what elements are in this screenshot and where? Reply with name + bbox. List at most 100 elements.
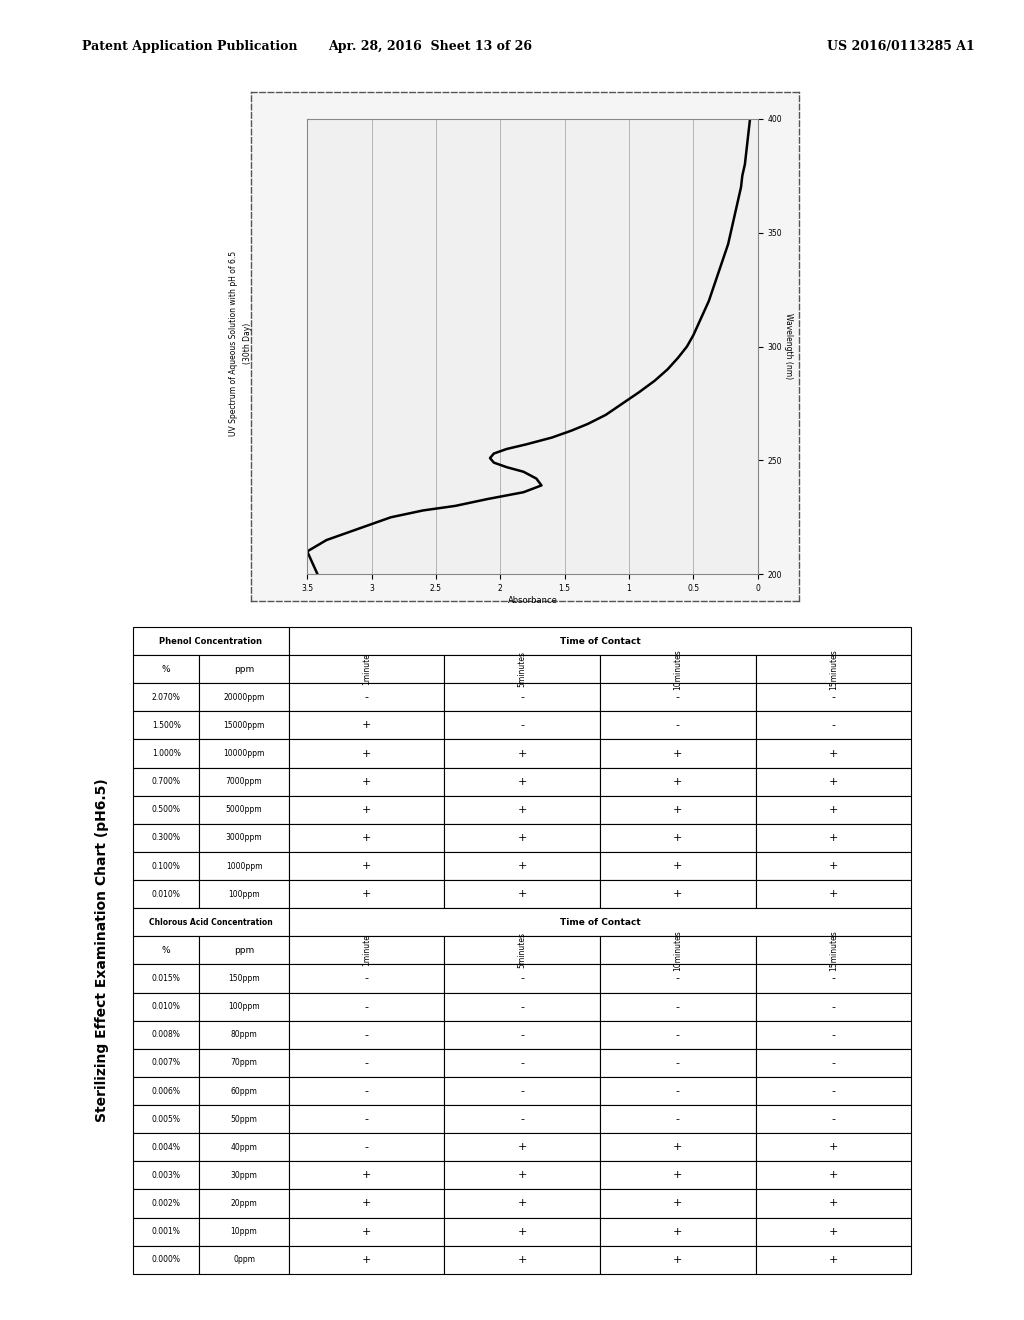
- Text: +: +: [828, 861, 839, 871]
- Text: +: +: [517, 748, 527, 759]
- Text: Chlorous Acid Concentration: Chlorous Acid Concentration: [150, 917, 272, 927]
- Bar: [133, 655, 200, 684]
- Bar: [756, 1020, 911, 1049]
- Text: +: +: [517, 805, 527, 814]
- Text: +: +: [361, 1226, 372, 1237]
- Text: -: -: [365, 692, 369, 702]
- Text: %: %: [162, 946, 171, 954]
- Bar: [600, 1189, 756, 1217]
- Bar: [444, 1189, 600, 1217]
- Bar: [289, 936, 444, 965]
- Bar: [756, 1189, 911, 1217]
- Bar: [200, 1246, 289, 1274]
- Text: 5minutes: 5minutes: [518, 932, 526, 969]
- Bar: [133, 993, 200, 1020]
- Text: +: +: [673, 776, 683, 787]
- Bar: [200, 993, 289, 1020]
- Text: 10minutes: 10minutes: [674, 649, 682, 689]
- Text: +: +: [828, 748, 839, 759]
- Bar: [444, 1217, 600, 1246]
- Bar: [133, 851, 200, 880]
- Bar: [289, 684, 444, 711]
- Text: +: +: [828, 1199, 839, 1209]
- Text: +: +: [361, 861, 372, 871]
- Text: -: -: [520, 721, 524, 730]
- Text: 60ppm: 60ppm: [230, 1086, 257, 1096]
- Text: 1000ppm: 1000ppm: [225, 862, 262, 870]
- Bar: [200, 1217, 289, 1246]
- Text: +: +: [673, 748, 683, 759]
- Bar: [600, 1246, 756, 1274]
- Bar: [289, 1189, 444, 1217]
- Bar: [756, 768, 911, 796]
- Text: +: +: [517, 1171, 527, 1180]
- Bar: [289, 1246, 444, 1274]
- Bar: [133, 796, 200, 824]
- Bar: [600, 880, 756, 908]
- Bar: [444, 1105, 600, 1133]
- Bar: [600, 993, 756, 1020]
- Text: 7000ppm: 7000ppm: [225, 777, 262, 787]
- Bar: [133, 1162, 200, 1189]
- Text: +: +: [361, 805, 372, 814]
- Bar: [756, 796, 911, 824]
- Text: +: +: [361, 776, 372, 787]
- Text: 15000ppm: 15000ppm: [223, 721, 265, 730]
- Text: +: +: [673, 1199, 683, 1209]
- Bar: [133, 684, 200, 711]
- Bar: [200, 739, 289, 768]
- Text: +: +: [828, 805, 839, 814]
- Bar: [133, 1049, 200, 1077]
- Bar: [200, 965, 289, 993]
- Text: +: +: [673, 805, 683, 814]
- Bar: [200, 1049, 289, 1077]
- Bar: [600, 1105, 756, 1133]
- Bar: [200, 1162, 289, 1189]
- Bar: [600, 1020, 756, 1049]
- Text: 0.002%: 0.002%: [152, 1199, 180, 1208]
- Text: -: -: [365, 974, 369, 983]
- Bar: [756, 824, 911, 851]
- Bar: [600, 824, 756, 851]
- Bar: [444, 1020, 600, 1049]
- Text: -: -: [520, 974, 524, 983]
- Text: 0.008%: 0.008%: [152, 1031, 180, 1039]
- Text: 1minute: 1minute: [362, 935, 371, 966]
- Text: +: +: [517, 861, 527, 871]
- X-axis label: Absorbance: Absorbance: [508, 595, 557, 605]
- Text: 100ppm: 100ppm: [228, 890, 260, 899]
- Text: -: -: [831, 721, 836, 730]
- Bar: [756, 965, 911, 993]
- Bar: [200, 1020, 289, 1049]
- Text: 15minutes: 15minutes: [829, 931, 838, 970]
- Text: Patent Application Publication: Patent Application Publication: [82, 40, 297, 53]
- Text: -: -: [676, 692, 680, 702]
- Y-axis label: Wavelength (nm): Wavelength (nm): [784, 313, 794, 380]
- Text: 40ppm: 40ppm: [230, 1143, 257, 1152]
- Text: 30ppm: 30ppm: [230, 1171, 257, 1180]
- Bar: [756, 880, 911, 908]
- Text: -: -: [520, 1057, 524, 1068]
- Bar: [600, 796, 756, 824]
- Text: +: +: [361, 748, 372, 759]
- Text: -: -: [831, 974, 836, 983]
- Text: +: +: [517, 1199, 527, 1209]
- Text: -: -: [365, 1057, 369, 1068]
- Bar: [289, 1049, 444, 1077]
- Bar: [289, 1077, 444, 1105]
- Text: +: +: [517, 1142, 527, 1152]
- Bar: [200, 796, 289, 824]
- Bar: [600, 768, 756, 796]
- Text: +: +: [361, 1199, 372, 1209]
- Text: 5minutes: 5minutes: [518, 651, 526, 688]
- Text: +: +: [361, 721, 372, 730]
- Bar: [756, 1162, 911, 1189]
- Bar: [200, 711, 289, 739]
- Text: 0.006%: 0.006%: [152, 1086, 180, 1096]
- Bar: [200, 1133, 289, 1162]
- Text: +: +: [673, 861, 683, 871]
- Text: +: +: [828, 890, 839, 899]
- Bar: [600, 1077, 756, 1105]
- Bar: [444, 851, 600, 880]
- Text: -: -: [365, 1002, 369, 1011]
